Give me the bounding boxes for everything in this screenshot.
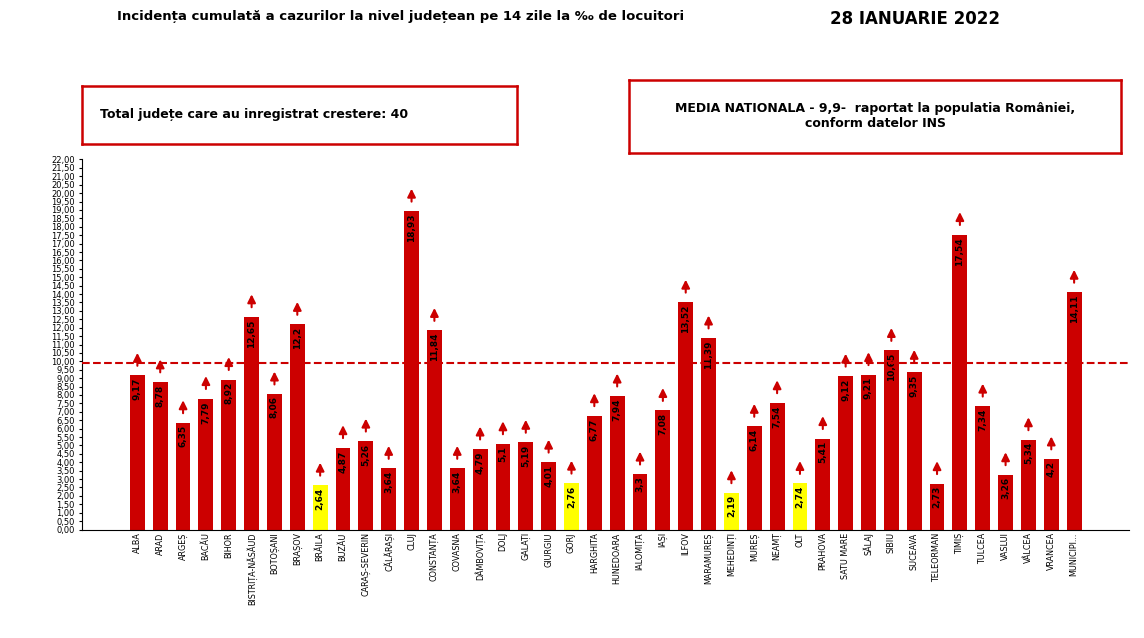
Text: 3,64: 3,64 bbox=[453, 471, 462, 493]
Text: Incidența cumulată a cazurilor la nivel județean pe 14 zile la ‰ de locuitori: Incidența cumulată a cazurilor la nivel … bbox=[117, 10, 684, 22]
Bar bbox=[244, 317, 259, 530]
Text: 5,26: 5,26 bbox=[362, 443, 371, 466]
Text: 11,39: 11,39 bbox=[704, 341, 713, 369]
Bar bbox=[678, 302, 693, 530]
Bar bbox=[1020, 440, 1035, 530]
Text: 2,73: 2,73 bbox=[932, 486, 942, 508]
Text: 7,94: 7,94 bbox=[613, 399, 621, 421]
Text: 3,64: 3,64 bbox=[384, 471, 394, 493]
Bar bbox=[1066, 292, 1081, 530]
Text: 7,54: 7,54 bbox=[772, 405, 781, 427]
Bar bbox=[656, 410, 670, 530]
Text: 6,77: 6,77 bbox=[590, 418, 598, 441]
Text: 8,06: 8,06 bbox=[270, 396, 279, 419]
Text: 8,92: 8,92 bbox=[224, 382, 233, 404]
Bar bbox=[267, 394, 281, 530]
Bar bbox=[953, 235, 968, 530]
Text: 11,84: 11,84 bbox=[430, 333, 439, 361]
Text: 2,74: 2,74 bbox=[795, 486, 804, 508]
Bar bbox=[816, 438, 831, 530]
Text: 8,78: 8,78 bbox=[156, 384, 165, 406]
Text: 13,52: 13,52 bbox=[681, 305, 690, 333]
Text: 7,79: 7,79 bbox=[201, 401, 210, 424]
Text: 18,93: 18,93 bbox=[407, 214, 416, 242]
Bar bbox=[472, 449, 487, 530]
Text: MEDIA NATIONALA - 9,9-  raportat la populatia României,
conform datelor INS: MEDIA NATIONALA - 9,9- raportat la popul… bbox=[675, 103, 1075, 130]
Text: 2,64: 2,64 bbox=[316, 487, 325, 510]
Bar bbox=[930, 484, 945, 530]
Bar bbox=[312, 485, 327, 530]
Bar bbox=[724, 493, 739, 530]
Bar bbox=[130, 375, 145, 530]
Bar bbox=[358, 441, 373, 530]
Bar bbox=[427, 330, 442, 530]
Text: 4,2: 4,2 bbox=[1047, 461, 1056, 477]
Text: 10,65: 10,65 bbox=[887, 353, 896, 381]
Text: 4,87: 4,87 bbox=[339, 450, 348, 473]
Bar bbox=[747, 426, 762, 530]
Bar bbox=[610, 396, 625, 530]
Bar bbox=[587, 416, 602, 530]
Bar bbox=[884, 350, 899, 530]
Bar bbox=[770, 403, 785, 530]
Bar bbox=[199, 399, 213, 530]
Text: 4,79: 4,79 bbox=[476, 452, 485, 474]
Text: 9,21: 9,21 bbox=[864, 377, 873, 399]
Text: 6,35: 6,35 bbox=[178, 426, 188, 447]
Bar bbox=[839, 376, 853, 530]
Text: 3,26: 3,26 bbox=[1001, 477, 1010, 500]
Bar bbox=[335, 448, 350, 530]
Text: 4,01: 4,01 bbox=[545, 464, 554, 487]
Text: 14,11: 14,11 bbox=[1070, 295, 1079, 323]
Text: 12,65: 12,65 bbox=[247, 319, 256, 348]
Bar bbox=[381, 468, 396, 530]
Text: 7,08: 7,08 bbox=[658, 413, 667, 435]
Text: 9,35: 9,35 bbox=[909, 375, 919, 397]
Text: 9,12: 9,12 bbox=[841, 379, 850, 401]
Bar bbox=[495, 444, 510, 530]
Bar bbox=[289, 324, 304, 530]
Bar bbox=[701, 338, 716, 530]
Text: 9,17: 9,17 bbox=[133, 378, 142, 400]
Text: 7,34: 7,34 bbox=[978, 408, 987, 431]
Bar bbox=[153, 382, 168, 530]
Text: 6,14: 6,14 bbox=[749, 429, 758, 451]
Bar bbox=[221, 380, 236, 530]
Text: 2,19: 2,19 bbox=[726, 495, 736, 517]
Bar bbox=[564, 483, 579, 530]
Bar bbox=[176, 423, 191, 530]
Bar bbox=[518, 442, 533, 530]
Text: 5,34: 5,34 bbox=[1024, 442, 1033, 464]
Bar bbox=[793, 484, 808, 530]
Text: 28 IANUARIE 2022: 28 IANUARIE 2022 bbox=[831, 10, 1000, 27]
Text: Total județe care au inregistrat crestere: 40: Total județe care au inregistrat crester… bbox=[100, 108, 408, 121]
Bar bbox=[450, 468, 464, 530]
Text: 17,54: 17,54 bbox=[955, 237, 964, 265]
Text: 12,2: 12,2 bbox=[293, 327, 302, 349]
Text: 2,76: 2,76 bbox=[567, 486, 575, 508]
Text: 3,3: 3,3 bbox=[636, 477, 644, 493]
Bar bbox=[907, 373, 922, 530]
Bar bbox=[633, 474, 648, 530]
Bar bbox=[1043, 459, 1058, 530]
Bar bbox=[861, 375, 876, 530]
Text: 5,41: 5,41 bbox=[818, 441, 827, 463]
Bar bbox=[976, 406, 991, 530]
Bar bbox=[404, 211, 419, 530]
Text: 5,19: 5,19 bbox=[522, 445, 531, 467]
Text: 5,1: 5,1 bbox=[499, 447, 508, 462]
Bar bbox=[541, 462, 556, 530]
Bar bbox=[999, 475, 1012, 530]
